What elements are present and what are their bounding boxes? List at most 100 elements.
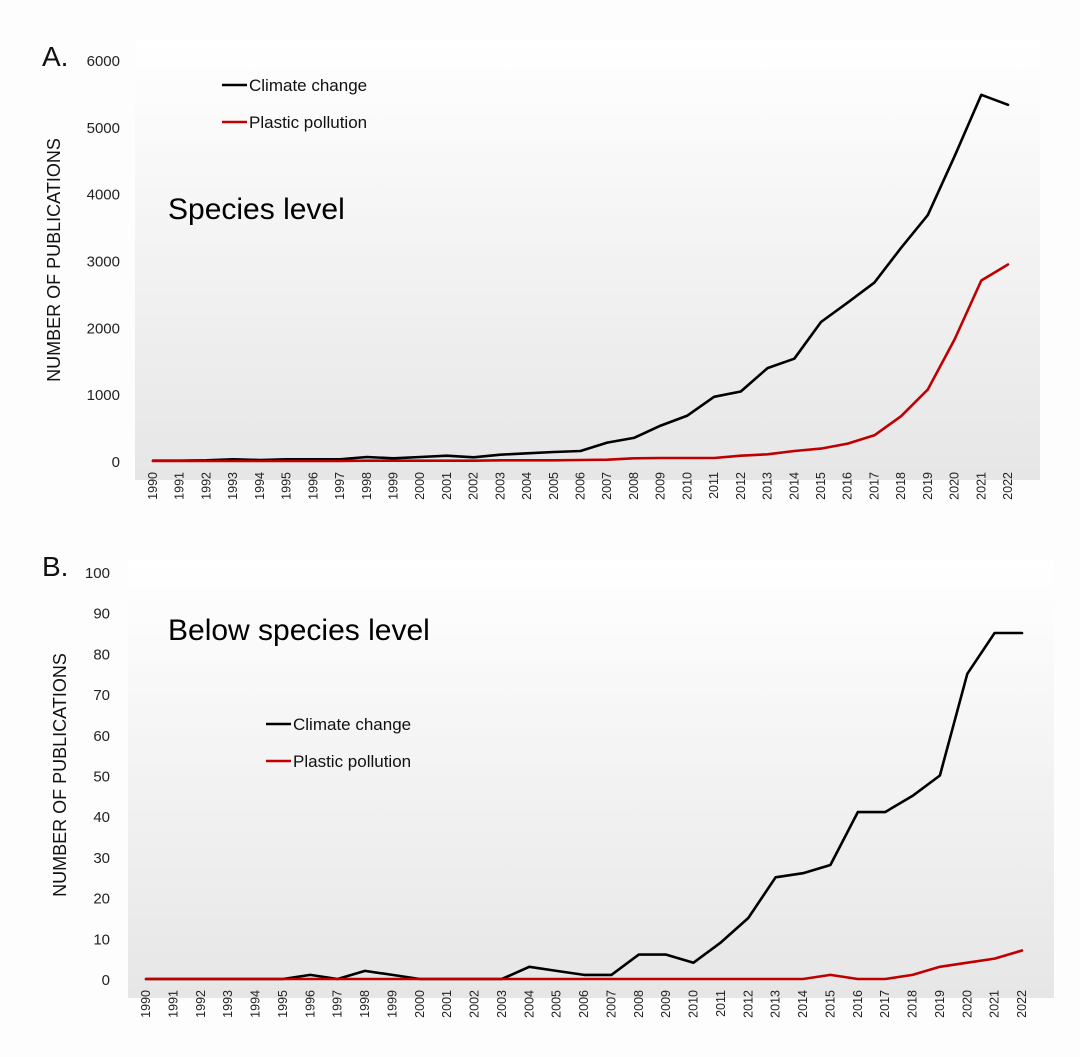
panel-b-x-tick-label: 2016 <box>851 990 865 1018</box>
panel-b-x-tick-label: 2002 <box>468 990 482 1018</box>
panel-b-x-tick-label: 2007 <box>604 990 618 1018</box>
panel-a-x-tick-label: 2006 <box>574 472 588 500</box>
panel-b-x-tick-label: 2011 <box>714 990 728 1017</box>
panel-b-legend-label-plastic-pollution: Plastic pollution <box>293 752 411 771</box>
panel-a-x-tick-label: 1997 <box>333 472 347 500</box>
panel-a-x-tick-label: 1996 <box>306 472 320 500</box>
panel-b-x-tick-label: 2018 <box>906 990 920 1018</box>
panel-b-x-tick-label: 2021 <box>988 990 1002 1018</box>
panel-a-y-tick-label: 5000 <box>87 120 120 137</box>
panel-a-legend: Climate change Plastic pollution <box>222 76 367 132</box>
panel-b-legend: Climate change Plastic pollution <box>266 715 411 771</box>
panel-b-x-tick-label: 2014 <box>796 990 810 1018</box>
panel-b-label: B. <box>42 551 68 582</box>
panel-b-x-tick-label: 2022 <box>1015 990 1029 1018</box>
panel-a-y-axis-label: NUMBER OF PUBLICATIONS <box>44 138 64 382</box>
panel-a-legend-label-climate-change: Climate change <box>249 76 367 95</box>
panel-a-x-tick-label: 2003 <box>493 472 507 500</box>
panel-a-x-tick-label: 2013 <box>761 472 775 500</box>
panel-a-plot-background <box>135 40 1040 480</box>
panel-b-x-tick-label: 1998 <box>358 990 372 1018</box>
panel-a-x-tick-label: 2005 <box>547 472 561 500</box>
panel-a-x-tick-label: 2022 <box>1001 472 1015 500</box>
panel-b-y-tick-label: 20 <box>93 891 110 908</box>
panel-b-x-tick-label: 2009 <box>659 990 673 1018</box>
panel-b-climate-change-line <box>144 631 1024 981</box>
panel-a-x-tick-label: 2011 <box>707 472 721 499</box>
panel-b: B. NUMBER OF PUBLICATIONS Below species … <box>42 551 1054 1018</box>
panel-b-x-tick-label: 2000 <box>413 990 427 1018</box>
panel-b-annotation: Below species level <box>168 614 430 647</box>
panel-a-x-tick-label: 2019 <box>921 472 935 500</box>
panel-b-y-ticks: 0 10 20 30 40 50 60 70 80 90 100 <box>85 565 110 989</box>
panel-b-legend-label-climate-change: Climate change <box>293 715 411 734</box>
panel-a-y-tick-label: 2000 <box>87 320 120 337</box>
panel-a-x-tick-label: 2009 <box>654 472 668 500</box>
panel-b-y-tick-label: 50 <box>93 769 110 786</box>
panel-b-x-tick-label: 2019 <box>933 990 947 1018</box>
panel-b-x-tick-label: 1995 <box>276 990 290 1018</box>
panel-b-series-lines <box>144 631 1024 981</box>
panel-b-x-tick-label: 2012 <box>741 990 755 1018</box>
panel-b-x-tick-label: 2015 <box>823 990 837 1018</box>
panel-a-x-tick-label: 2020 <box>948 472 962 500</box>
panel-b-y-tick-label: 30 <box>93 850 110 867</box>
panel-a-y-tick-label: 0 <box>112 454 120 471</box>
panel-a-x-ticks: 1990 1991 1992 1993 1994 1995 1996 1997 1998 1999… <box>146 472 1015 500</box>
panel-b-x-tick-label: 1992 <box>194 990 208 1018</box>
panel-a-x-tick-label: 2008 <box>627 472 641 500</box>
panel-a-x-tick-label: 2001 <box>440 472 454 500</box>
panel-a: A. NUMBER OF PUBLICATIONS Species level … <box>42 40 1040 500</box>
panel-a-x-tick-label: 1998 <box>360 472 374 500</box>
panel-a-x-tick-label: 1992 <box>199 472 213 500</box>
panel-a-plastic-pollution-line <box>151 263 1010 463</box>
panel-b-y-tick-label: 80 <box>93 646 110 663</box>
panel-b-y-tick-label: 70 <box>93 687 110 704</box>
panel-b-x-tick-label: 1999 <box>385 990 399 1018</box>
panel-b-x-tick-label: 2010 <box>687 990 701 1018</box>
panel-b-x-tick-label: 1993 <box>221 990 235 1018</box>
panel-b-x-tick-label: 1996 <box>303 990 317 1018</box>
panel-a-x-tick-label: 2021 <box>974 472 988 500</box>
panel-a-x-tick-label: 1991 <box>173 472 187 500</box>
panel-b-x-tick-label: 2017 <box>878 990 892 1018</box>
panel-a-x-tick-label: 1999 <box>386 472 400 500</box>
panel-b-y-axis-label: NUMBER OF PUBLICATIONS <box>50 653 70 897</box>
panel-b-x-tick-label: 1994 <box>249 990 263 1018</box>
panel-a-x-tick-label: 1990 <box>146 472 160 500</box>
panel-a-x-tick-label: 2018 <box>894 472 908 500</box>
panel-b-x-tick-label: 1991 <box>166 990 180 1018</box>
panel-b-x-tick-label: 1997 <box>331 990 345 1018</box>
panel-b-x-tick-label: 2003 <box>495 990 509 1018</box>
panel-a-x-tick-label: 2014 <box>787 472 801 500</box>
panel-a-x-tick-label: 1994 <box>253 472 267 500</box>
panel-b-x-tick-label: 2008 <box>632 990 646 1018</box>
panel-a-legend-label-plastic-pollution: Plastic pollution <box>249 113 367 132</box>
panel-a-x-tick-label: 1995 <box>280 472 294 500</box>
panel-a-y-tick-label: 1000 <box>87 387 120 404</box>
panel-b-x-tick-label: 2020 <box>960 990 974 1018</box>
panel-a-climate-change-line <box>151 93 1010 463</box>
panel-b-y-tick-label: 40 <box>93 809 110 826</box>
panel-b-x-tick-label: 2006 <box>577 990 591 1018</box>
panel-b-x-tick-label: 2013 <box>769 990 783 1018</box>
panel-b-y-tick-label: 90 <box>93 606 110 623</box>
panel-a-y-tick-label: 6000 <box>87 53 120 70</box>
panel-a-x-tick-label: 2015 <box>814 472 828 500</box>
panel-b-y-tick-label: 0 <box>102 972 110 989</box>
panel-b-x-tick-label: 1990 <box>139 990 153 1018</box>
panel-b-plot-background <box>128 560 1054 998</box>
panel-b-x-tick-label: 2004 <box>522 990 536 1018</box>
panel-a-y-tick-label: 4000 <box>87 187 120 204</box>
panel-b-x-tick-label: 2005 <box>550 990 564 1018</box>
panel-a-x-tick-label: 2012 <box>734 472 748 500</box>
panel-b-y-tick-label: 10 <box>93 931 110 948</box>
panel-a-y-tick-label: 3000 <box>87 254 120 271</box>
panel-a-x-tick-label: 2002 <box>467 472 481 500</box>
panel-b-x-tick-label: 2001 <box>440 990 454 1018</box>
panel-a-x-tick-label: 2016 <box>841 472 855 500</box>
panel-a-series-lines <box>151 93 1010 463</box>
panel-a-x-tick-label: 2004 <box>520 472 534 500</box>
panel-a-x-tick-label: 2007 <box>600 472 614 500</box>
